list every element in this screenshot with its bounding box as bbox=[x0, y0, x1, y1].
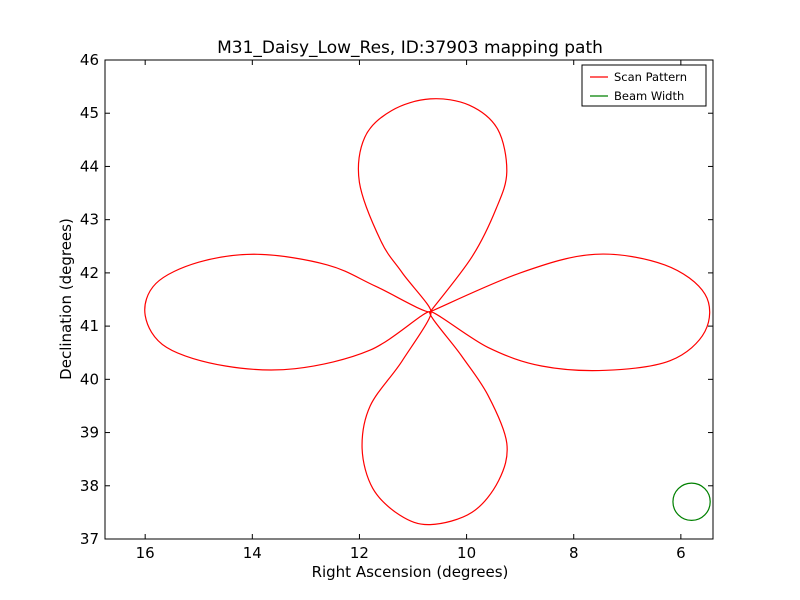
y-tick-label: 44 bbox=[80, 157, 99, 175]
scan-pattern-line bbox=[144, 98, 711, 526]
legend: Scan Pattern Beam Width bbox=[581, 64, 707, 107]
beam-width-circle bbox=[672, 482, 711, 521]
y-axis-label: Declination (degrees) bbox=[57, 218, 75, 380]
y-tick-label: 42 bbox=[80, 264, 99, 282]
x-tick-label: 14 bbox=[243, 544, 262, 562]
x-tick-label: 6 bbox=[676, 544, 686, 562]
x-tick-label: 8 bbox=[569, 544, 579, 562]
plot-area: 16 14 12 10 8 6 37 38 39 40 41 42 43 44 45 46 bbox=[80, 51, 714, 562]
legend-label: Beam Width bbox=[614, 89, 684, 103]
legend-label: Scan Pattern bbox=[614, 70, 687, 84]
x-tick-label: 16 bbox=[136, 544, 155, 562]
y-tick-label: 41 bbox=[80, 317, 99, 335]
chart-title: M31_Daisy_Low_Res, ID:37903 mapping path bbox=[217, 38, 603, 58]
y-tick-label: 37 bbox=[80, 530, 99, 548]
y-tick-label: 43 bbox=[80, 211, 99, 229]
y-tick-label: 46 bbox=[80, 51, 99, 69]
x-axis-label: Right Ascension (degrees) bbox=[312, 563, 509, 581]
legend-box bbox=[581, 64, 707, 107]
y-tick-label: 40 bbox=[80, 370, 99, 388]
axes-frame bbox=[104, 59, 714, 540]
y-tick-label: 39 bbox=[80, 424, 99, 442]
x-tick-label: 12 bbox=[350, 544, 369, 562]
y-tick-label: 45 bbox=[80, 104, 99, 122]
x-tick-label: 10 bbox=[457, 544, 476, 562]
y-tick-label: 38 bbox=[80, 477, 99, 495]
